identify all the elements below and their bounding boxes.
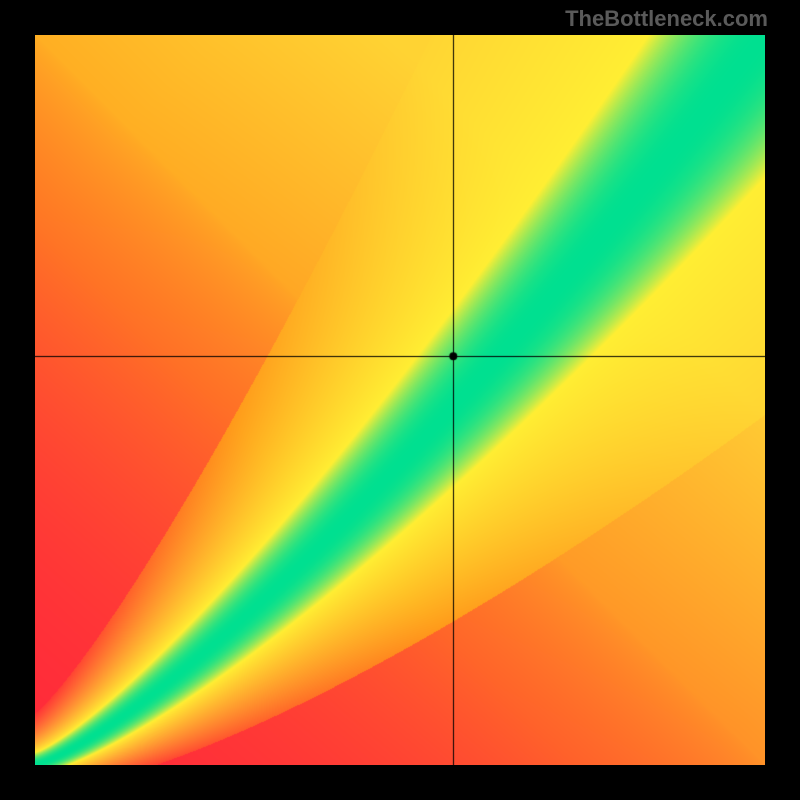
plot-area — [35, 35, 765, 765]
watermark-text: TheBottleneck.com — [565, 6, 768, 32]
crosshair-canvas — [35, 35, 765, 765]
chart-container: TheBottleneck.com — [0, 0, 800, 800]
